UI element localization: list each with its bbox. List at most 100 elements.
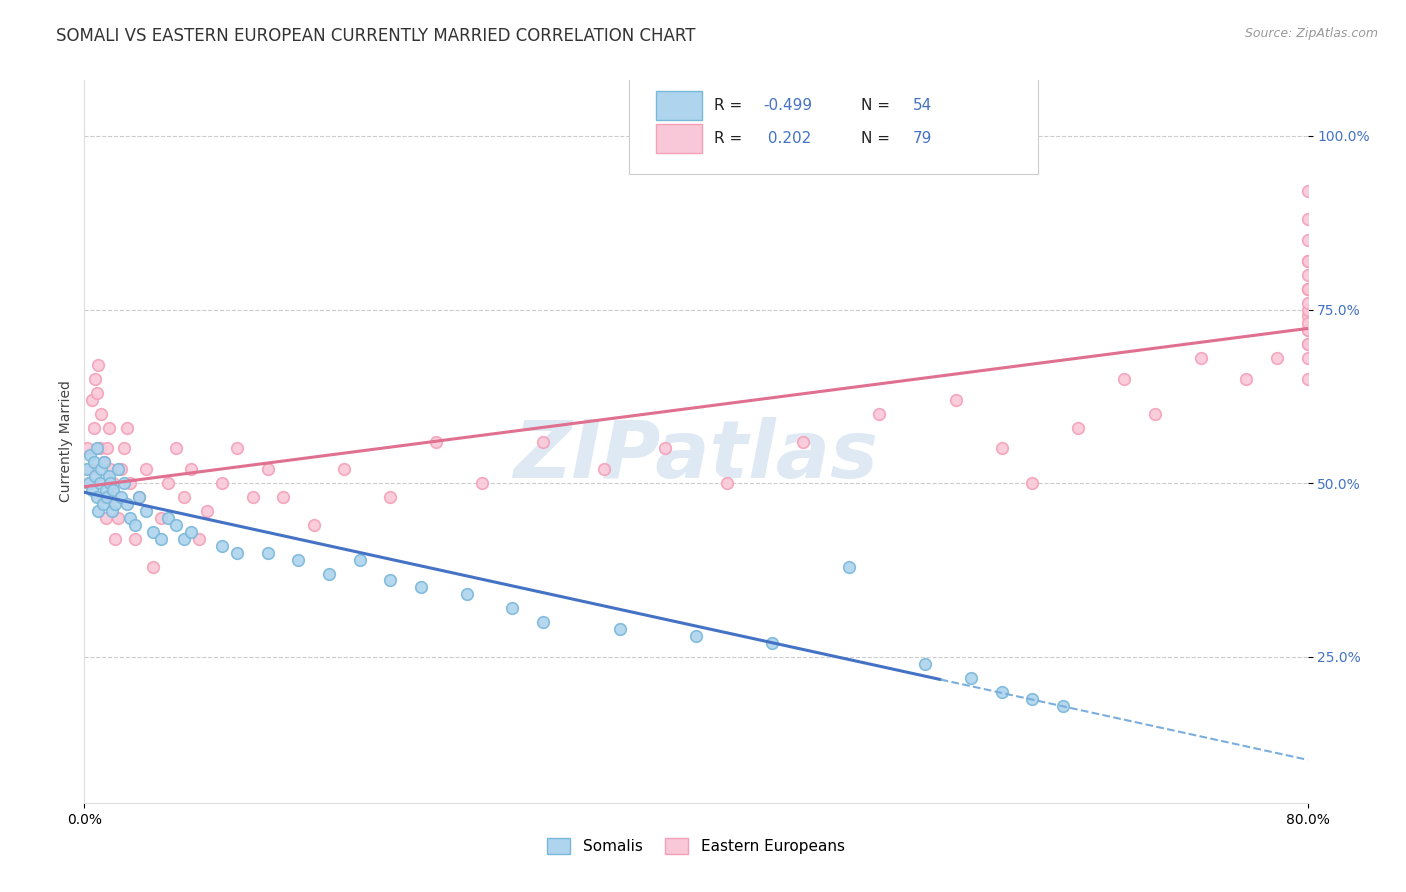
- Point: [945, 392, 967, 407]
- Point: [531, 434, 554, 449]
- Point: [87, 504, 110, 518]
- FancyBboxPatch shape: [655, 91, 702, 120]
- Point: [165, 442, 187, 456]
- Point: [456, 587, 478, 601]
- Point: [302, 517, 325, 532]
- Point: [142, 559, 165, 574]
- Point: [1296, 253, 1319, 268]
- Point: [914, 657, 936, 671]
- FancyBboxPatch shape: [655, 124, 702, 153]
- Point: [195, 504, 218, 518]
- Text: SOMALI VS EASTERN EUROPEAN CURRENTLY MARRIED CORRELATION CHART: SOMALI VS EASTERN EUROPEAN CURRENTLY MAR…: [56, 27, 696, 45]
- Point: [86, 442, 108, 456]
- Text: 0.202: 0.202: [763, 130, 811, 145]
- Point: [257, 546, 280, 560]
- Point: [79, 449, 101, 463]
- Point: [76, 442, 98, 456]
- Point: [1143, 407, 1166, 421]
- Point: [271, 490, 294, 504]
- Text: N =: N =: [860, 130, 896, 145]
- Point: [91, 490, 114, 504]
- Point: [1296, 372, 1319, 386]
- Point: [1296, 302, 1319, 317]
- Point: [142, 524, 165, 539]
- Text: Source: ZipAtlas.com: Source: ZipAtlas.com: [1244, 27, 1378, 40]
- Point: [93, 455, 115, 469]
- Point: [1021, 691, 1043, 706]
- Point: [1296, 351, 1319, 366]
- Point: [173, 490, 195, 504]
- Point: [157, 476, 180, 491]
- Point: [226, 546, 249, 560]
- Point: [165, 517, 187, 532]
- Point: [1296, 282, 1319, 296]
- Point: [287, 552, 309, 566]
- Point: [1021, 476, 1043, 491]
- Point: [1296, 282, 1319, 296]
- Point: [90, 407, 112, 421]
- Point: [242, 490, 264, 504]
- Point: [83, 455, 105, 469]
- Point: [960, 671, 983, 685]
- Point: [86, 490, 108, 504]
- Point: [97, 420, 120, 434]
- Point: [1296, 337, 1319, 351]
- Text: R =: R =: [714, 98, 748, 113]
- Point: [87, 358, 110, 372]
- Point: [94, 483, 117, 498]
- Point: [104, 532, 127, 546]
- Point: [96, 442, 118, 456]
- Point: [991, 442, 1014, 456]
- Point: [349, 552, 371, 566]
- Point: [110, 490, 132, 504]
- Point: [685, 629, 707, 643]
- Point: [84, 469, 107, 483]
- Point: [115, 497, 138, 511]
- Point: [120, 476, 142, 491]
- Point: [94, 511, 117, 525]
- Point: [101, 490, 124, 504]
- Point: [609, 622, 631, 636]
- Point: [149, 532, 172, 546]
- Point: [792, 434, 814, 449]
- Point: [84, 372, 107, 386]
- Point: [1265, 351, 1288, 366]
- Point: [838, 559, 860, 574]
- Point: [425, 434, 447, 449]
- Point: [1296, 323, 1319, 337]
- Point: [128, 490, 150, 504]
- Point: [593, 462, 616, 476]
- Point: [409, 581, 432, 595]
- Point: [80, 483, 103, 498]
- Point: [1296, 337, 1319, 351]
- Point: [1296, 295, 1319, 310]
- Point: [124, 532, 146, 546]
- Point: [1052, 698, 1074, 713]
- Point: [77, 476, 100, 491]
- Point: [128, 490, 150, 504]
- Point: [188, 532, 211, 546]
- Point: [654, 442, 676, 456]
- Point: [104, 497, 127, 511]
- Point: [135, 504, 157, 518]
- Point: [869, 407, 891, 421]
- Point: [149, 511, 172, 525]
- Point: [1114, 372, 1136, 386]
- Point: [1067, 420, 1090, 434]
- Point: [716, 476, 738, 491]
- Point: [502, 601, 524, 615]
- Point: [89, 476, 111, 491]
- Point: [211, 476, 233, 491]
- Point: [1296, 185, 1319, 199]
- Point: [180, 524, 202, 539]
- Point: [115, 420, 138, 434]
- Point: [380, 574, 402, 588]
- Text: R =: R =: [714, 130, 748, 145]
- Point: [991, 684, 1014, 698]
- Point: [124, 517, 146, 532]
- Point: [157, 511, 180, 525]
- Point: [380, 490, 402, 504]
- Point: [180, 462, 202, 476]
- Point: [86, 385, 108, 400]
- Point: [103, 483, 125, 498]
